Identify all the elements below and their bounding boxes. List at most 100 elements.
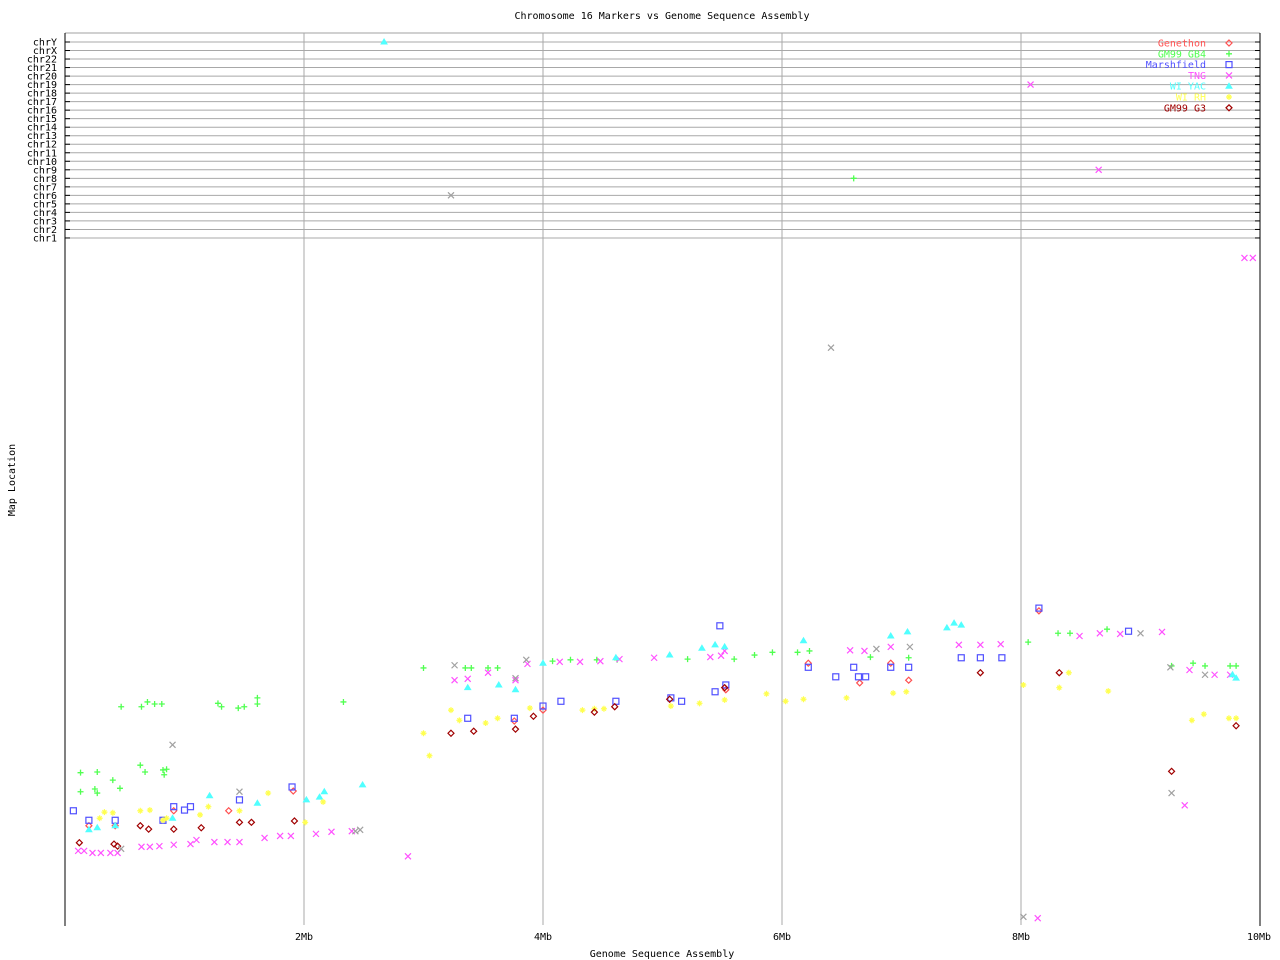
data-point-off-chromosome xyxy=(850,175,857,182)
data-point xyxy=(1137,629,1144,637)
data-point xyxy=(998,654,1006,662)
data-point xyxy=(168,814,177,821)
data-point xyxy=(328,828,335,836)
data-point xyxy=(494,680,503,688)
data-point xyxy=(91,786,98,792)
data-point xyxy=(170,841,178,849)
data-point xyxy=(850,663,858,671)
data-point xyxy=(1019,913,1027,921)
data-point xyxy=(469,727,478,736)
data-point xyxy=(236,838,243,846)
data-point xyxy=(111,821,120,830)
y-tick-label: chr4 xyxy=(33,208,57,219)
data-point xyxy=(494,664,501,671)
data-point xyxy=(137,762,144,769)
x-tick-label: 8Mb xyxy=(1012,932,1030,943)
legend-marker-triangle-icon xyxy=(1225,82,1233,89)
data-point xyxy=(887,663,895,671)
data-point xyxy=(451,661,458,669)
series-wi-yac xyxy=(85,38,1240,833)
data-point xyxy=(464,675,472,683)
data-point xyxy=(158,701,165,707)
data-point xyxy=(468,664,475,671)
y-tick-label: chrX xyxy=(33,46,57,57)
data-point xyxy=(205,803,212,810)
data-point xyxy=(101,809,108,816)
data-point xyxy=(1035,604,1043,612)
data-point xyxy=(576,658,584,666)
data-point xyxy=(302,819,309,826)
data-point xyxy=(665,695,674,704)
data-point xyxy=(420,730,427,737)
y-tick-label: chr20 xyxy=(27,72,57,83)
data-point xyxy=(261,834,268,842)
y-tick-label: chr14 xyxy=(27,123,57,134)
chart-title: Chromosome 16 Markers vs Genome Sequence… xyxy=(514,11,809,22)
data-point xyxy=(144,698,151,705)
legend-marker-square-icon xyxy=(1225,60,1233,69)
data-point xyxy=(804,659,813,668)
y-tick-label: chr2 xyxy=(33,225,57,236)
data-point-off-chromosome xyxy=(380,38,388,45)
data-point xyxy=(340,698,347,705)
data-point xyxy=(214,700,221,707)
data-point xyxy=(556,658,564,666)
data-point xyxy=(159,766,166,773)
data-point xyxy=(1232,721,1240,730)
data-point xyxy=(1228,670,1237,678)
data-point xyxy=(155,842,163,850)
data-point xyxy=(136,821,145,830)
data-point xyxy=(957,654,965,662)
data-point xyxy=(1066,630,1073,637)
x-tick-label: 10Mb xyxy=(1247,932,1271,943)
data-point xyxy=(404,852,412,860)
data-point xyxy=(579,707,586,714)
data-point xyxy=(485,664,492,671)
data-point xyxy=(118,703,125,710)
legend-label: GM99 GB4 xyxy=(1158,49,1206,60)
data-point xyxy=(855,679,864,687)
data-point xyxy=(69,807,77,815)
data-point xyxy=(75,838,84,847)
y-tick-label: chr18 xyxy=(27,89,57,100)
data-point xyxy=(612,697,620,705)
y-tick-label: chr7 xyxy=(33,182,57,193)
data-point xyxy=(205,791,214,799)
data-point xyxy=(426,752,433,759)
data-point xyxy=(351,827,359,835)
data-point xyxy=(1105,688,1112,695)
legend-label: TNG xyxy=(1188,71,1206,82)
data-point xyxy=(93,823,102,831)
data-point xyxy=(484,669,492,677)
legend-marker-plus-icon xyxy=(1226,50,1232,57)
data-point xyxy=(358,780,367,788)
data-point xyxy=(1104,626,1111,633)
x-tick-label: 6Mb xyxy=(773,932,791,943)
data-point xyxy=(197,811,204,818)
data-point xyxy=(684,656,691,663)
data-point xyxy=(420,664,427,671)
y-tick-label: chrY xyxy=(33,38,57,49)
data-point xyxy=(235,818,244,827)
data-point xyxy=(109,809,116,816)
data-point xyxy=(794,649,801,656)
data-point xyxy=(512,674,519,682)
data-point xyxy=(186,803,195,811)
data-point xyxy=(1190,660,1197,667)
series-genethon xyxy=(85,606,1043,830)
y-tick-label: chr11 xyxy=(27,148,57,159)
data-point xyxy=(522,656,530,664)
y-tick-label: chr10 xyxy=(27,157,57,168)
data-point xyxy=(287,832,295,840)
data-point xyxy=(74,847,82,855)
data-point xyxy=(1181,801,1189,809)
legend-label: Genethon xyxy=(1158,39,1206,50)
data-point xyxy=(950,619,958,626)
data-point xyxy=(862,673,870,681)
data-point xyxy=(846,646,854,654)
data-point xyxy=(447,729,455,738)
data-point xyxy=(146,807,153,814)
data-point xyxy=(494,715,501,722)
data-point xyxy=(254,694,261,701)
